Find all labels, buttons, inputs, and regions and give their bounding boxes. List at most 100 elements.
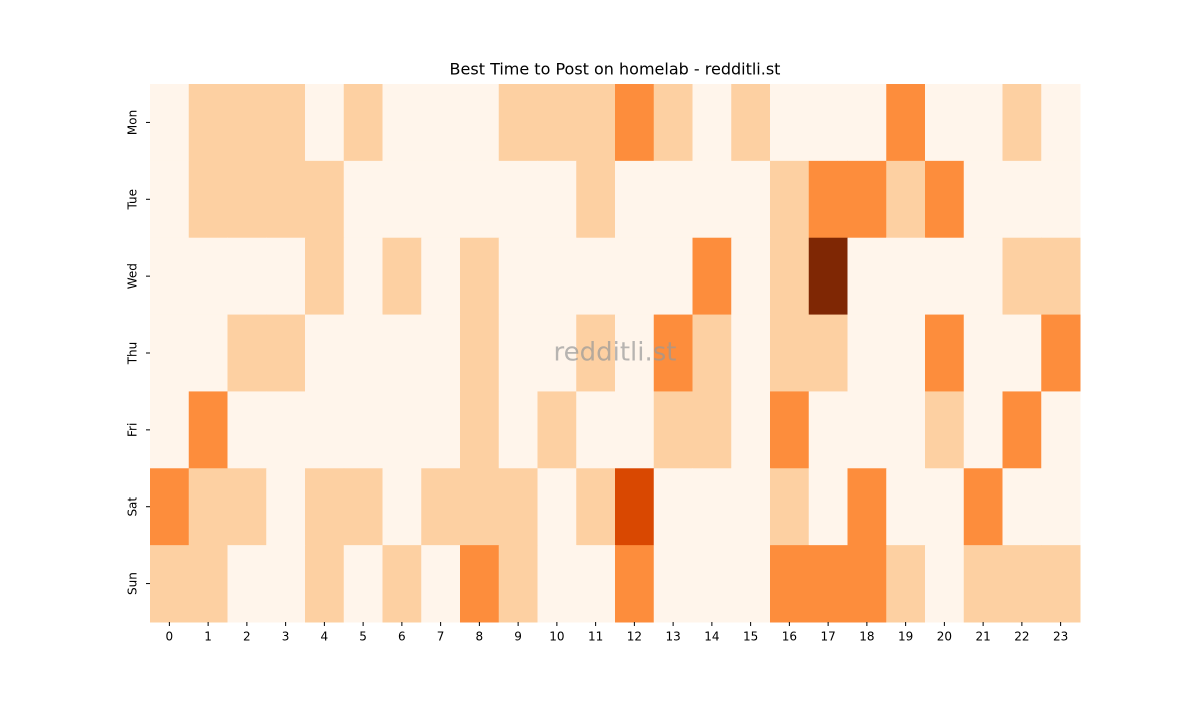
x-tick-label: 22 [1014, 630, 1029, 644]
heat-cell [653, 237, 693, 316]
heat-cell [886, 237, 926, 316]
heat-cell [382, 391, 422, 469]
heat-cell [305, 545, 345, 623]
y-tick-label: Sat [126, 497, 140, 517]
heat-cell [266, 391, 306, 469]
heat-cell [343, 391, 383, 469]
heat-cell [692, 84, 732, 162]
heat-cell [343, 84, 383, 162]
x-tick-label: 8 [476, 630, 484, 644]
heat-cell [847, 160, 887, 239]
heat-cell [188, 468, 228, 546]
x-tick-label: 11 [588, 630, 603, 644]
heat-cell [808, 160, 848, 239]
heat-cell [1041, 545, 1081, 623]
heat-cell [498, 468, 538, 546]
heat-cell [460, 545, 500, 623]
heat-cell [1041, 237, 1081, 316]
heat-cell [1041, 84, 1081, 162]
heat-cell [150, 545, 190, 623]
heat-cell [653, 160, 693, 239]
heat-cell [421, 545, 461, 623]
heat-cell [808, 237, 848, 316]
x-tick-label: 5 [359, 630, 367, 644]
heat-cell [615, 391, 655, 469]
heat-cell [188, 545, 228, 623]
heat-cell [227, 84, 267, 162]
heat-cell [615, 314, 655, 392]
heat-cell [421, 237, 461, 316]
heat-cell [460, 468, 500, 546]
x-tick-label: 20 [937, 630, 952, 644]
heat-cell [343, 237, 383, 316]
x-tick-label: 10 [549, 630, 564, 644]
heat-cell [963, 545, 1003, 623]
heat-cell [382, 314, 422, 392]
heat-cell [305, 314, 345, 392]
x-tick-label: 4 [321, 630, 329, 644]
heat-cell [847, 391, 887, 469]
heat-cell [925, 314, 965, 392]
heat-cell [576, 237, 616, 316]
heat-cell [1041, 391, 1081, 469]
heat-cell [266, 237, 306, 316]
heat-cell [808, 391, 848, 469]
heat-cell [460, 237, 500, 316]
heat-cell [498, 84, 538, 162]
heat-cell [770, 160, 810, 239]
heat-cell [460, 391, 500, 469]
x-tick-label: 0 [166, 630, 174, 644]
heat-cell [498, 160, 538, 239]
heat-cell [1002, 468, 1042, 546]
heat-cell [1041, 314, 1081, 392]
heat-cell [963, 237, 1003, 316]
heat-cell [925, 84, 965, 162]
heat-cell [150, 391, 190, 469]
heat-cell [886, 391, 926, 469]
heat-cell [770, 237, 810, 316]
heat-cell [1002, 84, 1042, 162]
heat-cell [615, 160, 655, 239]
heat-cell [537, 545, 577, 623]
heat-cell [615, 468, 655, 546]
x-tick-label: 15 [743, 630, 758, 644]
heat-cell [808, 84, 848, 162]
heat-cell [576, 160, 616, 239]
y-tick-label: Wed [126, 263, 140, 289]
heat-cell [692, 545, 732, 623]
heat-cell [925, 545, 965, 623]
heat-cell [460, 160, 500, 239]
heat-cell [343, 545, 383, 623]
x-tick-label: 3 [282, 630, 290, 644]
heat-cell [382, 468, 422, 546]
heat-cell [963, 160, 1003, 239]
x-tick-label: 2 [243, 630, 251, 644]
heat-cell [770, 468, 810, 546]
heat-cell [498, 237, 538, 316]
x-tick-label: 1 [204, 630, 212, 644]
heat-cell [925, 391, 965, 469]
heat-cell [188, 391, 228, 469]
heat-cell [537, 84, 577, 162]
heat-cell [382, 545, 422, 623]
heat-cell [460, 84, 500, 162]
x-tick-label: 19 [898, 630, 913, 644]
heat-cell [150, 468, 190, 546]
y-tick-label: Sun [126, 572, 140, 595]
heat-cell [382, 84, 422, 162]
heat-cell [498, 314, 538, 392]
heat-cell [692, 237, 732, 316]
heat-cell [731, 160, 771, 239]
heat-cell [382, 237, 422, 316]
heat-cell [188, 84, 228, 162]
x-tick-label: 16 [782, 630, 797, 644]
heat-cell [576, 84, 616, 162]
heat-cell [343, 314, 383, 392]
heat-cell [227, 391, 267, 469]
heat-cell [653, 391, 693, 469]
x-tick-label: 18 [859, 630, 874, 644]
heat-cell [537, 468, 577, 546]
heat-cell [266, 84, 306, 162]
heat-cell [305, 237, 345, 316]
